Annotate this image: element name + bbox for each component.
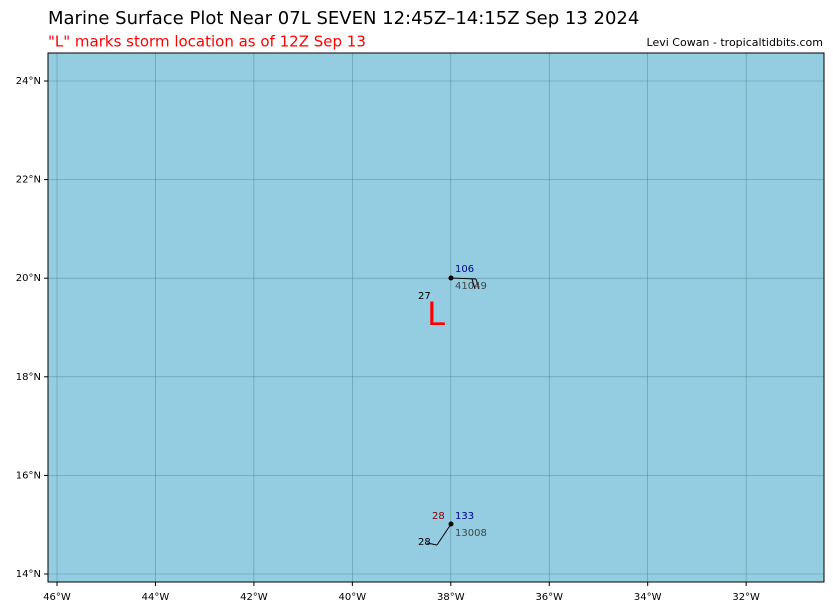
graticule	[48, 53, 824, 582]
station-13008: 28 133 13008 28	[418, 511, 487, 548]
lon-label: 46°W	[43, 592, 71, 603]
lat-label: 16°N	[16, 470, 41, 481]
lon-label: 32°W	[732, 592, 760, 603]
lon-label: 36°W	[535, 592, 563, 603]
lat-label: 24°N	[16, 76, 41, 87]
title: Marine Surface Plot Near 07L SEVEN 12:45…	[48, 8, 639, 29]
credit: Levi Cowan - tropicaltidbits.com	[647, 36, 823, 49]
station-dot	[448, 275, 454, 281]
temperature: 28	[418, 537, 431, 548]
storm-marker: L	[427, 295, 445, 333]
lat-label: 22°N	[16, 175, 41, 186]
lat-label: 20°N	[16, 273, 41, 284]
lon-label: 34°W	[634, 592, 662, 603]
wind-barb	[426, 542, 438, 546]
wind-barb	[436, 523, 452, 546]
map-frame	[47, 52, 825, 583]
subtitle: "L" marks storm location as of 12Z Sep 1…	[48, 33, 366, 51]
pressure: 106	[455, 264, 474, 275]
station-id: 13008	[455, 528, 487, 539]
lon-label: 40°W	[339, 592, 367, 603]
lon-label: 38°W	[437, 592, 465, 603]
wind-barb	[475, 278, 480, 290]
wind-barb	[450, 277, 477, 280]
station-dot	[448, 521, 454, 527]
ocean	[48, 53, 824, 582]
dewpoint: 28	[432, 511, 445, 522]
lon-label: 42°W	[240, 592, 268, 603]
station-41049: 106 41049 27	[418, 264, 487, 302]
wind-barb	[471, 278, 476, 290]
lat-label: 18°N	[16, 372, 41, 383]
temperature: 27	[418, 291, 431, 302]
station-id: 41049	[455, 281, 487, 292]
pressure: 133	[455, 511, 474, 522]
lon-label: 44°W	[142, 592, 170, 603]
lat-label: 14°N	[16, 569, 41, 580]
